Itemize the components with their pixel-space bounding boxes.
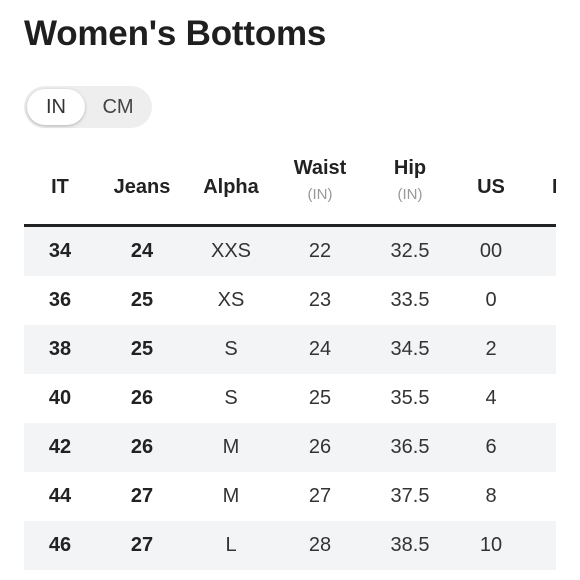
cell-waist: 25: [308, 387, 332, 409]
column-header-f: F: [528, 150, 556, 227]
cell-f: [528, 276, 556, 325]
cell-it: 38: [24, 325, 96, 374]
column-header-alpha: Alpha: [188, 150, 274, 227]
cell-us: 00: [454, 225, 528, 276]
column-header-hip-unit: (IN): [397, 186, 423, 203]
cell-hip: 32.5: [366, 225, 454, 276]
column-header-jeans: Jeans: [96, 150, 188, 227]
cell-it: 46: [24, 521, 96, 570]
cell-waist: 22: [274, 225, 366, 276]
cell-f: [528, 325, 556, 374]
cell-hip: 33.5: [390, 289, 430, 311]
column-header-waist-unit: (IN): [307, 186, 333, 203]
page-title: Women's Bottoms: [24, 14, 327, 53]
cell-jeans: 27: [96, 521, 188, 570]
size-table: IT Jeans Alpha Waist (IN) Hip (IN) US F: [24, 150, 556, 570]
cell-f: [528, 374, 556, 423]
cell-us: 2: [454, 325, 528, 374]
cell-it: 42: [24, 423, 96, 472]
column-header-hip: Hip (IN): [366, 150, 454, 227]
cell-f: [528, 225, 556, 276]
cell-alpha: S: [188, 325, 274, 374]
cell-it: 40: [48, 387, 72, 409]
table-row: 36 25 XS 23 33.5 0: [24, 276, 556, 325]
cell-waist: 24: [274, 325, 366, 374]
unit-option-in[interactable]: IN: [27, 89, 85, 125]
cell-alpha: S: [224, 387, 238, 409]
cell-hip: 34.5: [366, 325, 454, 374]
cell-jeans: 26: [130, 387, 154, 409]
cell-alpha: L: [188, 521, 274, 570]
column-header-us: US: [454, 150, 528, 227]
table-body: 34 24 XXS 22 32.5 00 36 25 XS 23 33.5 0: [24, 225, 556, 570]
cell-hip: 35.5: [390, 387, 430, 409]
table-header: IT Jeans Alpha Waist (IN) Hip (IN) US F: [24, 150, 556, 227]
cell-alpha: XXS: [188, 225, 274, 276]
cell-alpha: M: [222, 485, 240, 507]
cell-waist: 27: [308, 485, 332, 507]
cell-jeans: 26: [96, 423, 188, 472]
size-table-container[interactable]: IT Jeans Alpha Waist (IN) Hip (IN) US F: [24, 150, 556, 580]
header-row: IT Jeans Alpha Waist (IN) Hip (IN) US F: [24, 150, 556, 227]
cell-alpha: XS: [217, 289, 245, 311]
column-header-waist: Waist (IN): [274, 150, 366, 227]
unit-toggle[interactable]: IN CM: [24, 86, 152, 128]
cell-waist: 28: [274, 521, 366, 570]
column-header-hip-label: Hip: [393, 157, 427, 179]
cell-alpha: M: [188, 423, 274, 472]
cell-hip: 37.5: [390, 485, 430, 507]
cell-it: 44: [48, 485, 72, 507]
cell-hip: 38.5: [366, 521, 454, 570]
column-header-waist-label: Waist: [293, 157, 347, 179]
cell-f: [528, 521, 556, 570]
cell-us: 0: [485, 289, 497, 311]
cell-jeans: 25: [96, 325, 188, 374]
cell-us: 4: [485, 387, 497, 409]
cell-f: [528, 472, 556, 521]
cell-jeans: 24: [96, 225, 188, 276]
unit-option-cm[interactable]: CM: [102, 96, 134, 118]
cell-us: 8: [485, 485, 497, 507]
table-row: 46 27 L 28 38.5 10: [24, 521, 556, 570]
cell-waist: 26: [274, 423, 366, 472]
cell-it: 36: [48, 289, 72, 311]
cell-jeans: 25: [130, 289, 154, 311]
table-row: 44 27 M 27 37.5 8: [24, 472, 556, 521]
column-header-it: IT: [24, 150, 96, 227]
cell-jeans: 27: [130, 485, 154, 507]
cell-waist: 23: [308, 289, 332, 311]
cell-us: 10: [454, 521, 528, 570]
table-row: 42 26 M 26 36.5 6: [24, 423, 556, 472]
table-row: 40 26 S 25 35.5 4: [24, 374, 556, 423]
cell-hip: 36.5: [366, 423, 454, 472]
cell-f: [528, 423, 556, 472]
table-row: 38 25 S 24 34.5 2: [24, 325, 556, 374]
cell-it: 34: [24, 225, 96, 276]
cell-us: 6: [454, 423, 528, 472]
table-row: 34 24 XXS 22 32.5 00: [24, 225, 556, 276]
